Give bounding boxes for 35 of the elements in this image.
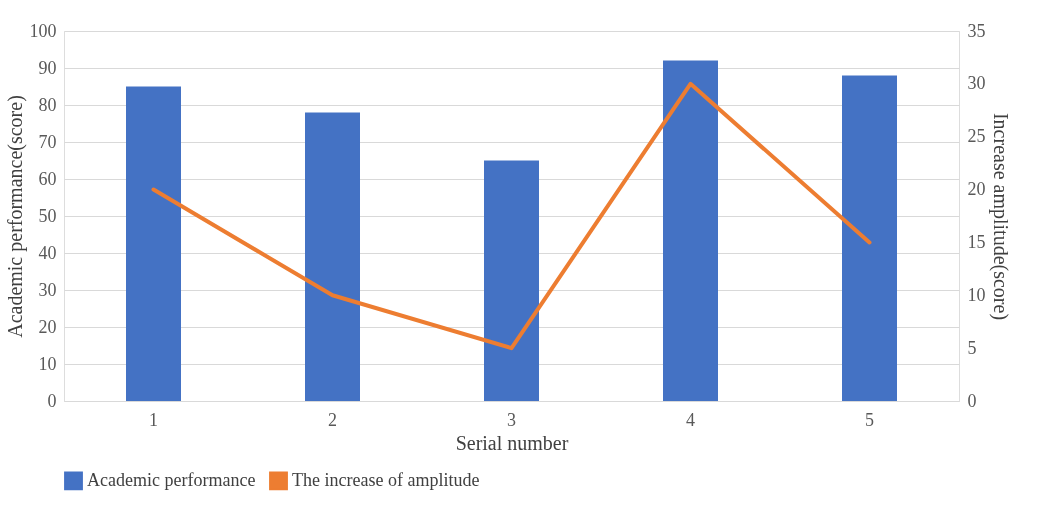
x-tick-label: 1 (149, 409, 158, 430)
y2-tick-label: 15 (967, 231, 986, 252)
y2-tick-label: 10 (967, 284, 986, 305)
y2-tick-label: 5 (967, 337, 977, 358)
x-tick-label: 2 (328, 409, 337, 430)
y2-tick-label: 35 (967, 20, 986, 41)
y-tick-label: 10 (38, 353, 57, 374)
y-tick-label: 80 (38, 94, 57, 115)
y2-tick-label: 25 (967, 126, 986, 147)
y-tick-label: 20 (38, 316, 57, 337)
y-tick-label: 40 (38, 242, 57, 263)
y-tick-label: 0 (47, 390, 57, 411)
y2-tick-label: 0 (967, 390, 977, 411)
x-tick-label: 5 (865, 409, 874, 430)
legend-label: Academic performance (87, 469, 256, 490)
bar (484, 160, 539, 401)
x-tick-label: 3 (507, 409, 516, 430)
y2-axis-title: Increase amplitude(score) (988, 112, 1012, 321)
y-tick-label: 90 (38, 57, 57, 78)
x-tick-label: 4 (686, 409, 695, 430)
bar (663, 60, 718, 401)
y-axis-title: Academic performance(score) (3, 95, 27, 338)
bar (842, 75, 897, 401)
y-tick-label: 30 (38, 279, 57, 300)
bar (305, 112, 360, 401)
bar (126, 86, 181, 401)
legend-label: The increase of amplitude (292, 469, 480, 490)
y-tick-label: 70 (38, 131, 57, 152)
y2-tick-label: 20 (967, 179, 986, 200)
y-tick-label: 60 (38, 168, 57, 189)
y-tick-label: 100 (29, 20, 57, 41)
x-axis-title: Serial number (455, 431, 569, 454)
y-tick-label: 50 (38, 205, 57, 226)
y2-tick-label: 30 (967, 73, 986, 94)
line-series (151, 81, 872, 351)
